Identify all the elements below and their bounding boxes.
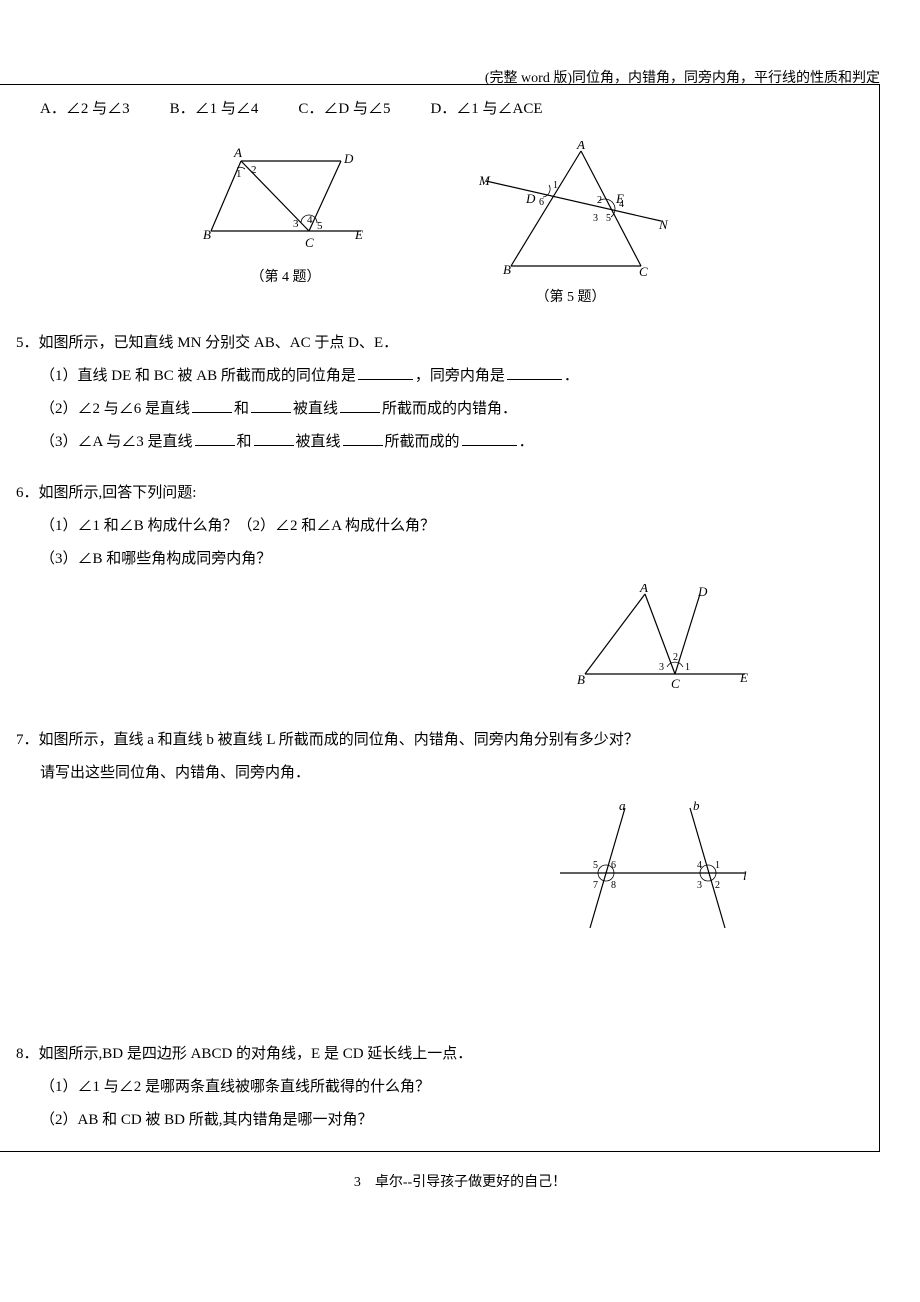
svg-text:A: A: [233, 145, 242, 160]
svg-text:B: B: [577, 672, 585, 687]
q5-sub3: （3）∠A 与∠3 是直线和被直线所截而成的．: [16, 426, 855, 459]
figure-6-svg: A D B C E 1 2 3: [575, 584, 755, 694]
svg-text:6: 6: [539, 197, 544, 208]
question-8: 8．如图所示,BD 是四边形 ABCD 的对角线，E 是 CD 延长线上一点． …: [16, 1038, 855, 1137]
q8-stem: 如图所示,BD 是四边形 ABCD 的对角线，E 是 CD 延长线上一点．: [39, 1046, 473, 1062]
svg-text:A: A: [576, 141, 585, 152]
svg-text:D: D: [343, 151, 354, 166]
svg-text:3: 3: [593, 213, 598, 224]
svg-text:B: B: [503, 262, 511, 277]
svg-text:B: B: [203, 227, 211, 242]
svg-text:2: 2: [715, 880, 720, 891]
svg-text:E: E: [354, 227, 363, 242]
content-frame: A．∠2 与∠3 B．∠1 与∠4 C．∠D 与∠5 D．∠1 与∠ACE A …: [0, 84, 880, 1152]
option-b: B．∠1 与∠4: [170, 97, 259, 121]
q5-stem: 如图所示，已知直线 MN 分别交 AB、AC 于点 D、E．: [39, 335, 399, 351]
svg-text:1: 1: [553, 180, 558, 191]
figure-4-caption: （第 4 题）: [201, 267, 371, 289]
svg-text:3: 3: [293, 218, 299, 230]
svg-text:5: 5: [317, 220, 323, 232]
svg-text:C: C: [671, 676, 680, 691]
figure-6-wrap: A D B C E 1 2 3: [16, 584, 855, 694]
svg-text:5: 5: [606, 213, 611, 224]
svg-text:1: 1: [685, 662, 690, 673]
svg-text:3: 3: [659, 662, 664, 673]
svg-text:5: 5: [593, 860, 598, 871]
svg-text:8: 8: [611, 880, 616, 891]
option-d: D．∠1 与∠ACE: [430, 97, 542, 121]
q5-sub1: （1）直线 DE 和 BC 被 AB 所截而成的同位角是，同旁内角是．: [16, 360, 855, 393]
question-7: 7．如图所示，直线 a 和直线 b 被直线 L 所截而成的同位角、内错角、同旁内…: [16, 724, 855, 790]
figure-7-wrap: a b l 5 6 7 8 1 4 2 3: [16, 798, 855, 938]
svg-text:C: C: [639, 264, 648, 279]
svg-text:E: E: [739, 670, 748, 685]
q8-sub2: （2）AB 和 CD 被 BD 所截,其内错角是哪一对角？: [16, 1104, 855, 1137]
option-a: A．∠2 与∠3: [40, 97, 130, 121]
svg-text:2: 2: [673, 652, 678, 663]
svg-text:a: a: [619, 798, 626, 813]
q6-sub2: （3）∠B 和哪些角构成同旁内角？: [16, 543, 855, 576]
qnum-8: 8．: [16, 1046, 39, 1062]
qnum-5: 5．: [16, 335, 39, 351]
svg-text:M: M: [478, 173, 491, 188]
figure-5-svg: A B C M D E N 1 6 2 3 4 5: [471, 141, 671, 281]
svg-text:7: 7: [593, 880, 598, 891]
options-row: A．∠2 与∠3 B．∠1 与∠4 C．∠D 与∠5 D．∠1 与∠ACE: [16, 97, 855, 121]
q5-sub2: （2）∠2 与∠6 是直线和被直线所截而成的内错角．: [16, 393, 855, 426]
q6-sub1: （1）∠1 和∠B 构成什么角？（2）∠2 和∠A 构成什么角？: [16, 510, 855, 543]
svg-text:1: 1: [236, 168, 242, 180]
q7-line1: 如图所示，直线 a 和直线 b 被直线 L 所截而成的同位角、内错角、同旁内角分…: [39, 732, 639, 748]
qnum-7: 7．: [16, 732, 39, 748]
question-5: 5．如图所示，已知直线 MN 分别交 AB、AC 于点 D、E． （1）直线 D…: [16, 327, 855, 459]
q7-line2: 请写出这些同位角、内错角、同旁内角．: [16, 757, 855, 790]
svg-text:l: l: [743, 868, 747, 883]
svg-text:b: b: [693, 798, 700, 813]
svg-text:D: D: [525, 191, 536, 206]
svg-text:D: D: [697, 584, 708, 599]
qnum-6: 6．: [16, 485, 39, 501]
svg-text:3: 3: [697, 880, 702, 891]
question-6: 6．如图所示,回答下列问题: （1）∠1 和∠B 构成什么角？（2）∠2 和∠A…: [16, 477, 855, 576]
figures-row-45: A D B C E 1 2 3 4 5 （第 4 题）: [16, 141, 855, 309]
svg-text:2: 2: [251, 164, 257, 176]
svg-text:4: 4: [619, 199, 624, 210]
page-footer: 3 卓尔--引导孩子做更好的自己！: [0, 1172, 920, 1194]
figure-7-svg: a b l 5 6 7 8 1 4 2 3: [555, 798, 755, 938]
svg-text:N: N: [658, 217, 669, 232]
figure-4-svg: A D B C E 1 2 3 4 5: [201, 141, 371, 261]
figure-4: A D B C E 1 2 3 4 5 （第 4 题）: [201, 141, 371, 309]
q6-stem: 如图所示,回答下列问题:: [39, 485, 197, 501]
svg-text:A: A: [639, 584, 648, 595]
option-c: C．∠D 与∠5: [298, 97, 390, 121]
svg-text:1: 1: [715, 860, 720, 871]
svg-text:C: C: [305, 235, 314, 250]
q8-sub1: （1）∠1 与∠2 是哪两条直线被哪条直线所截得的什么角？: [16, 1071, 855, 1104]
figure-5: A B C M D E N 1 6 2 3 4 5: [471, 141, 671, 309]
figure-5-caption: （第 5 题）: [471, 287, 671, 309]
